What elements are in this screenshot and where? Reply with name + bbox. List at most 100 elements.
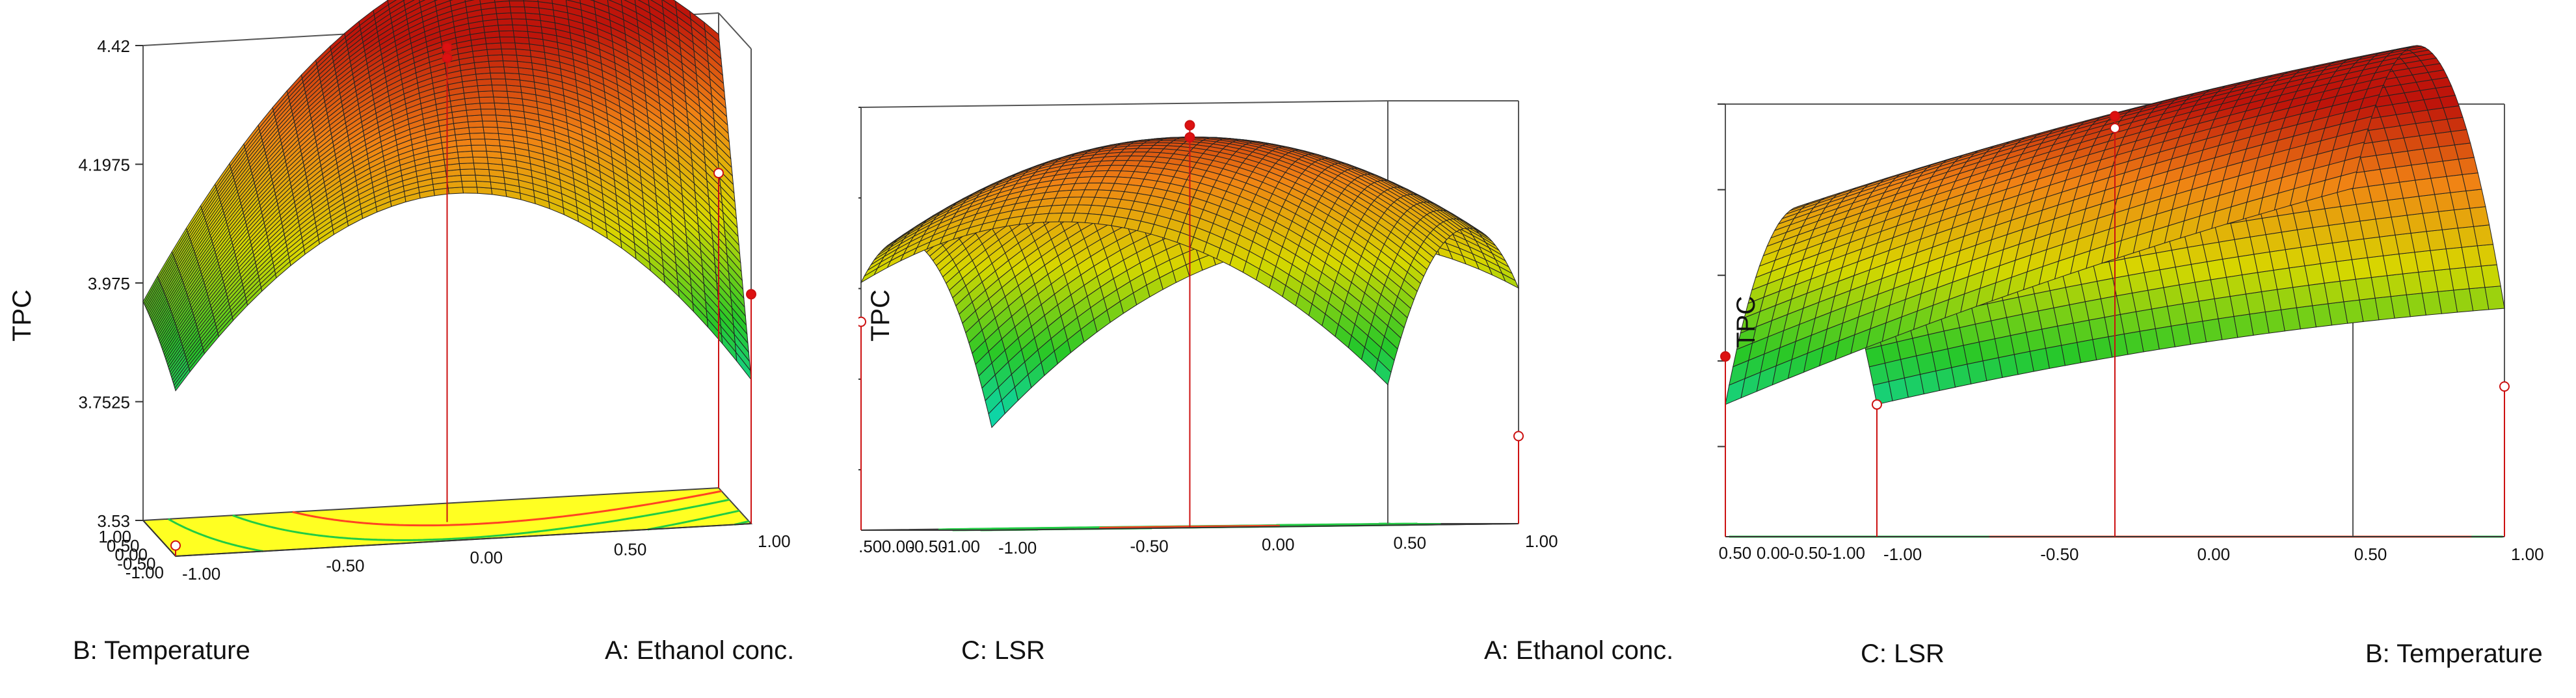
z-tick-label: 3.7525 bbox=[78, 393, 130, 412]
surface-cell bbox=[486, 48, 503, 56]
surface-cell bbox=[490, 78, 507, 86]
surface-cell bbox=[460, 174, 477, 182]
axis-box-edge bbox=[175, 523, 752, 557]
surface-cell bbox=[1725, 378, 1746, 405]
design-point bbox=[746, 289, 756, 300]
surface-cell bbox=[2473, 224, 2494, 247]
surface-cell bbox=[419, 0, 426, 3]
surface-cell bbox=[1374, 358, 1392, 386]
design-point bbox=[2110, 111, 2120, 122]
y-tick-label: -1.00 bbox=[1827, 543, 1865, 563]
surface-cell bbox=[458, 156, 474, 165]
surface-cell bbox=[511, 18, 527, 26]
surface-cell bbox=[502, 60, 519, 68]
surface-cell bbox=[464, 0, 481, 8]
surface-cell bbox=[509, 0, 525, 8]
surface-plot-1-canvas: 3.533.75253.9754.19754.42-1.00-0.500.000… bbox=[78, 0, 791, 584]
x-tick-label: 0.00 bbox=[470, 548, 503, 567]
surface-cell bbox=[2480, 264, 2501, 288]
x-tick-label: -1.00 bbox=[1883, 544, 1922, 564]
surface-cell bbox=[449, 0, 453, 1]
surface-cell bbox=[489, 66, 505, 74]
x-tick-label: 0.00 bbox=[1262, 535, 1295, 554]
design-point bbox=[858, 316, 866, 327]
surface-cell bbox=[501, 54, 518, 62]
surface-cell bbox=[499, 36, 516, 44]
surface-cell bbox=[494, 109, 511, 116]
surface-cell bbox=[523, 0, 540, 8]
surface-cell bbox=[500, 42, 516, 49]
surface-plot-2-canvas: 3.33.63.94.24.5-1.00-0.500.000.501.00-1.… bbox=[858, 100, 1558, 557]
surface-cell bbox=[523, 0, 538, 3]
surface-cell bbox=[2458, 157, 2478, 175]
surface-cell bbox=[2454, 142, 2475, 160]
x-tick-label: 1.00 bbox=[758, 531, 791, 551]
axis-box-edge bbox=[142, 520, 176, 557]
surface-cell bbox=[490, 72, 506, 80]
surface-cell bbox=[469, 132, 486, 140]
surface-plot-3: 3.853.99254.1354.27754.42-1.00-0.500.000… bbox=[1718, 0, 2576, 698]
surface-cell bbox=[497, 18, 513, 26]
y-tick-label: 0.50 bbox=[107, 536, 140, 556]
x-tick-label: -0.50 bbox=[326, 556, 364, 576]
x-tick-label: 0.00 bbox=[2198, 544, 2231, 564]
z-tick-label: 3.53 bbox=[97, 511, 130, 531]
y-tick-label: 0.50 bbox=[1719, 543, 1752, 563]
x-tick-label: -1.00 bbox=[998, 538, 1037, 557]
surface-cell bbox=[704, 21, 720, 44]
surface-cell bbox=[481, 114, 498, 122]
surface-cell bbox=[470, 139, 486, 146]
surface-plot-1: 3.53 3.7525 3.975 4.1975 4.42 -1.00 -0.50 0.00 0… bbox=[0, 0, 858, 698]
surface-cell bbox=[2484, 286, 2505, 310]
surface-cell bbox=[2465, 189, 2486, 209]
surface-cell bbox=[482, 120, 498, 128]
surface-cell bbox=[404, 0, 420, 10]
surface-cell bbox=[387, 0, 397, 6]
surface-cell bbox=[479, 102, 496, 110]
y-tick-label: 1.00 bbox=[98, 527, 131, 546]
y-tick-label: -1.00 bbox=[126, 563, 164, 582]
surface-cell bbox=[449, 0, 466, 7]
z-axis-label: TPC bbox=[8, 289, 36, 342]
surface-cell bbox=[475, 174, 491, 183]
surface-cell bbox=[477, 85, 494, 92]
surface-cell bbox=[462, 187, 479, 194]
design-point bbox=[1720, 351, 1731, 362]
surface-cell bbox=[2337, 171, 2357, 193]
surface-cell bbox=[484, 139, 501, 146]
surface-cell bbox=[388, 0, 405, 10]
surface-cell bbox=[498, 24, 514, 32]
x-tick-label: -0.50 bbox=[2040, 544, 2078, 564]
surface-cell bbox=[2476, 244, 2497, 267]
surface-cell bbox=[511, 12, 527, 20]
design-point bbox=[1513, 431, 1524, 442]
design-point bbox=[442, 42, 453, 53]
surface-cell bbox=[512, 30, 529, 38]
surface-mesh bbox=[1725, 45, 2505, 405]
surface-cell bbox=[593, 0, 609, 7]
design-point bbox=[1872, 399, 1882, 410]
surface-cell bbox=[496, 12, 512, 20]
surface-cell bbox=[483, 132, 500, 141]
y-tick-label: -0.50 bbox=[1788, 543, 1827, 563]
x-tick-label: 0.50 bbox=[614, 540, 647, 559]
surface-cell bbox=[537, 0, 553, 4]
surface-cell bbox=[479, 96, 495, 104]
surface-cell bbox=[471, 150, 488, 158]
surface-cell bbox=[483, 126, 499, 134]
z-tick-label: 3.975 bbox=[88, 274, 130, 293]
surface-cell bbox=[509, 6, 526, 14]
surface-cell bbox=[494, 0, 510, 3]
z-axis-label: TPC bbox=[1732, 296, 1760, 348]
surface-cell bbox=[472, 156, 489, 164]
surface-cell bbox=[491, 85, 508, 92]
x-tick-label: 1.00 bbox=[1525, 531, 1558, 551]
surface-cell bbox=[468, 126, 485, 134]
axis-box-edge bbox=[860, 100, 1388, 108]
design-point bbox=[1184, 120, 1195, 131]
surface-cell bbox=[494, 102, 511, 111]
x-tick-label: 0.50 bbox=[2354, 544, 2387, 564]
z-axis-label: TPC bbox=[866, 289, 895, 342]
surface-cell bbox=[403, 0, 415, 6]
surface-cell bbox=[434, 0, 451, 7]
